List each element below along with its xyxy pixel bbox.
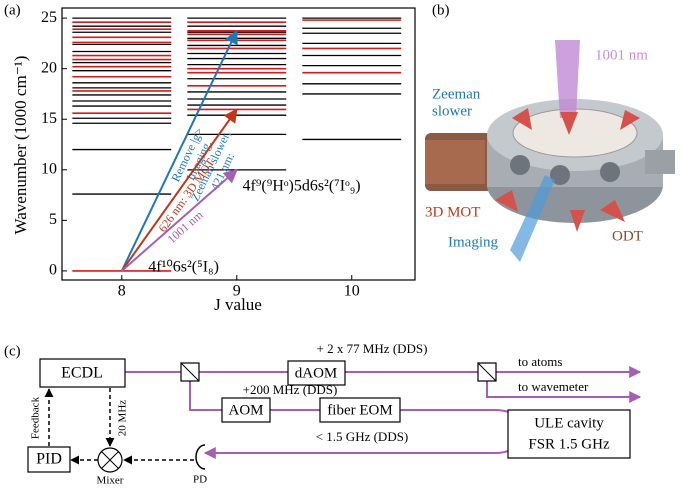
beam-splitter (180, 362, 200, 382)
transition-arrow (120, 108, 238, 272)
imaging-label: Imaging (448, 234, 498, 250)
zeeman-label: Zeeman (432, 86, 481, 102)
box-label: ECDL (61, 365, 103, 382)
port (645, 150, 675, 174)
box-label: PID (36, 451, 62, 468)
x-tick-label: 10 (344, 283, 360, 300)
panel-c: (c) ECDL dAOM + 2 x 77 MHz (DDS) to atom… (4, 341, 642, 487)
imaging-beam (510, 175, 555, 262)
y-tick-label: 0 (49, 262, 57, 279)
mot-label: 3D MOT (425, 204, 480, 220)
beam-label: 1001 nm (595, 47, 648, 63)
output-label: to wavemeter (518, 379, 589, 394)
x-axis-label: J value (214, 295, 262, 314)
x-tick-label: 9 (233, 283, 241, 300)
eom-box (319, 397, 401, 423)
state-label: 4f¹⁰6s²(⁵I₈) (148, 259, 219, 276)
mixer (101, 451, 119, 469)
box-label: dAOM (295, 365, 338, 381)
freq-label: + 2 x 77 MHz (DDS) (317, 341, 428, 356)
mot-beams (495, 108, 640, 232)
ule-box (507, 409, 631, 459)
x-tick-label: 8 (118, 283, 126, 300)
transition-arrow (121, 168, 238, 272)
y-tick-label: 10 (41, 160, 57, 177)
zeeman-label: slower (432, 103, 472, 119)
mixer-label: Mixer (97, 475, 124, 487)
output-label: to atoms (518, 354, 562, 369)
feedback-label: Feedback (30, 396, 42, 439)
y-tick-label: 20 (41, 59, 57, 76)
beam-1001 (555, 40, 580, 118)
photodiode (195, 444, 206, 470)
ecdl-box (39, 358, 126, 388)
panel-a: (a) Wavenumber (1000 cm⁻¹) J value 0 5 10 1… (4, 2, 416, 314)
state-label: 4f⁹(⁹Hᵒ)5d6s²(⁷Iᵒ₉) (243, 178, 361, 195)
zeeman-coil (425, 140, 485, 184)
y-tick-label: 5 (49, 211, 57, 228)
port (510, 155, 530, 175)
box-label: ULE cavity (534, 415, 604, 431)
panel-label: (a) (4, 2, 21, 18)
pd-label: PD (193, 474, 207, 486)
pid-box (27, 446, 71, 473)
beam-splitter (477, 362, 497, 382)
port (600, 162, 620, 182)
daom-box (287, 360, 346, 386)
axes-frame (61, 7, 416, 281)
panel-label: (b) (432, 2, 450, 18)
y-axis-label: Wavenumber (1000 cm⁻¹) (11, 56, 30, 235)
panel-b: (b) 1001 nm Zeeman slower 3D MOT Imaging… (425, 2, 675, 262)
freq-label: +200 MHz (DDS) (243, 382, 338, 397)
panel-label: (c) (4, 343, 21, 359)
freq-label: < 1.5 GHz (DDS) (316, 429, 409, 444)
aom-box (221, 397, 271, 423)
y-tick-label: 15 (41, 110, 57, 127)
odt-label: ODT (612, 228, 643, 244)
box-label: FSR 1.5 GHz (528, 436, 610, 452)
box-label: fiber EOM (327, 402, 392, 418)
y-tick-label: 25 (41, 9, 57, 26)
mod-label: 20 MHz (117, 400, 129, 436)
box-label: AOM (228, 402, 263, 418)
transition-arrow (120, 29, 238, 272)
